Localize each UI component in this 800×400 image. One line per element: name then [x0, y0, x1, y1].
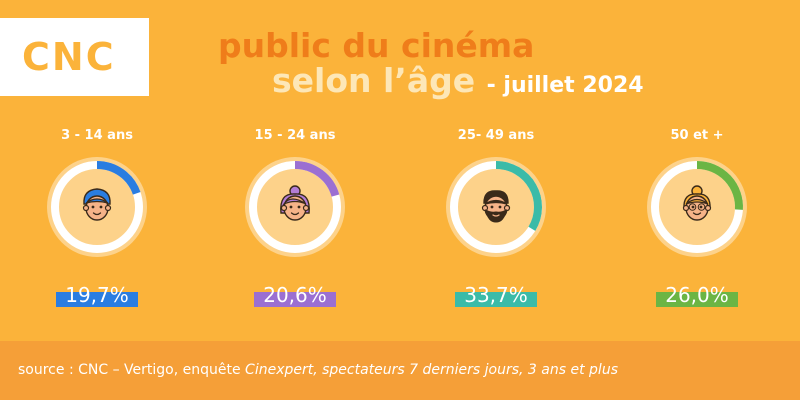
age-label-50-et: 50 et + [670, 128, 723, 143]
logo-box: CNC [0, 18, 149, 96]
cnc-logo: CNC [22, 35, 116, 79]
age-label-3-14-ans: 3 - 14 ans [61, 128, 133, 143]
age-chart: 3 - 14 ans 19,7% 15 - 24 ans 20,6% 25- 49 an… [47, 128, 747, 307]
value-bar-50-et [656, 292, 738, 307]
value-bar-3-14-ans [56, 292, 138, 307]
title-line-2: selon l’âge - juillet 2024 [272, 60, 644, 107]
value-bar-15-24-ans [254, 292, 336, 307]
bearded-man-face-icon [481, 190, 511, 223]
ring-arc-25-49-ans [495, 161, 542, 231]
value-label-15-24-ans: 20,6% [263, 283, 327, 307]
source-prefix: source : CNC – Vertigo, enquête [18, 362, 246, 378]
value-label-3-14-ans: 19,7% [65, 283, 129, 307]
ring-arc-15-24-ans [294, 161, 340, 197]
value-label-50-et: 26,0% [665, 283, 729, 307]
title-date: - juillet 2024 [486, 73, 644, 98]
source-note: source : CNC – Vertigo, enquête Cinexper… [18, 362, 618, 378]
ring-arc-3-14-ans [96, 161, 141, 195]
elderly-woman-face-icon [682, 185, 712, 221]
age-label-15-24-ans: 15 - 24 ans [255, 128, 336, 143]
young-woman-face-icon [280, 185, 310, 221]
child-face-icon [82, 188, 112, 221]
footer-band [0, 341, 800, 400]
age-label-25-49-ans: 25- 49 ans [458, 128, 535, 143]
value-bar-25-49-ans [455, 292, 537, 307]
title-line-1: public du cinéma [218, 26, 535, 65]
title-line-2-main: selon l’âge [272, 61, 476, 100]
ring-arc-50-et [696, 161, 743, 210]
value-label-25-49-ans: 33,7% [464, 283, 528, 307]
source-italic: Cinexpert, spectateurs 7 derniers jours,… [245, 362, 618, 378]
